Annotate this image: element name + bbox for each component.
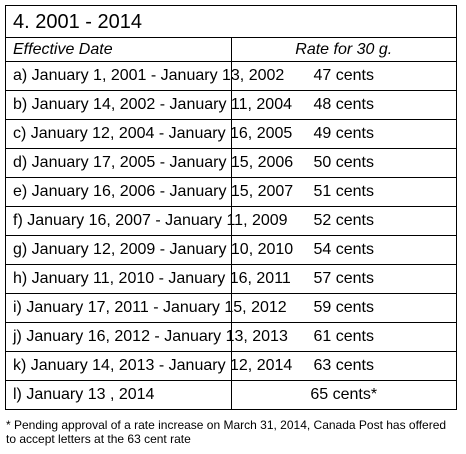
row-date: a) January 1, 2001 - January 13, 2002 [5,61,284,91]
table-row: b) January 14, 2002 - January 11, 2004 4… [5,90,457,120]
table-row: k) January 14, 2013 - January 12, 2014 6… [5,351,457,381]
row-date: d) January 17, 2005 - January 15, 2006 [5,148,293,178]
row-date: e) January 16, 2006 - January 15, 2007 [5,177,293,207]
header-effective-date: Effective Date [5,37,232,62]
header-rate: Rate for 30 g. [230,37,457,62]
table-row: i) January 17, 2011 - January 15, 2012 5… [5,293,457,323]
row-rate: 61 cents [230,322,457,352]
rate-table: 4. 2001 - 2014 Effective Date Rate for 3… [5,5,457,410]
row-rate: 48 cents [230,90,457,120]
row-rate: 51 cents [230,177,457,207]
row-date: l) January 13 , 2014 [5,380,232,410]
row-rate: 52 cents [230,206,457,236]
table-header-row: Effective Date Rate for 30 g. [5,37,457,62]
table-row: h) January 11, 2010 - January 16, 2011 5… [5,264,457,294]
row-date: f) January 16, 2007 - January 11, 2009 [5,206,288,236]
row-date: b) January 14, 2002 - January 11, 2004 [5,90,292,120]
table-row: a) January 1, 2001 - January 13, 2002 47… [5,61,457,91]
row-rate: 65 cents* [230,380,457,410]
row-date: j) January 16, 2012 - January 13, 2013 [5,322,288,352]
row-date: h) January 11, 2010 - January 16, 2011 [5,264,291,294]
table-row: j) January 16, 2012 - January 13, 2013 6… [5,322,457,352]
table-title: 4. 2001 - 2014 [5,5,457,38]
row-date: g) January 12, 2009 - January 10, 2010 [5,235,293,265]
table-row: d) January 17, 2005 - January 15, 2006 5… [5,148,457,178]
table-row: c) January 12, 2004 - January 16, 2005 4… [5,119,457,149]
table-row: g) January 12, 2009 - January 10, 2010 5… [5,235,457,265]
row-rate: 57 cents [230,264,457,294]
row-rate: 59 cents [230,293,457,323]
row-rate: 63 cents [230,351,457,381]
table-row: f) January 16, 2007 - January 11, 2009 5… [5,206,457,236]
table-title-row: 4. 2001 - 2014 [5,5,457,38]
footnote: * Pending approval of a rate increase on… [6,418,447,446]
row-date: c) January 12, 2004 - January 16, 2005 [5,119,292,149]
row-rate: 47 cents [230,61,457,91]
table-row: e) January 16, 2006 - January 15, 2007 5… [5,177,457,207]
table-row: l) January 13 , 2014 65 cents* [5,380,457,410]
row-date: k) January 14, 2013 - January 12, 2014 [5,351,292,381]
row-date: i) January 17, 2011 - January 15, 2012 [5,293,287,323]
row-rate: 50 cents [230,148,457,178]
row-rate: 54 cents [230,235,457,265]
